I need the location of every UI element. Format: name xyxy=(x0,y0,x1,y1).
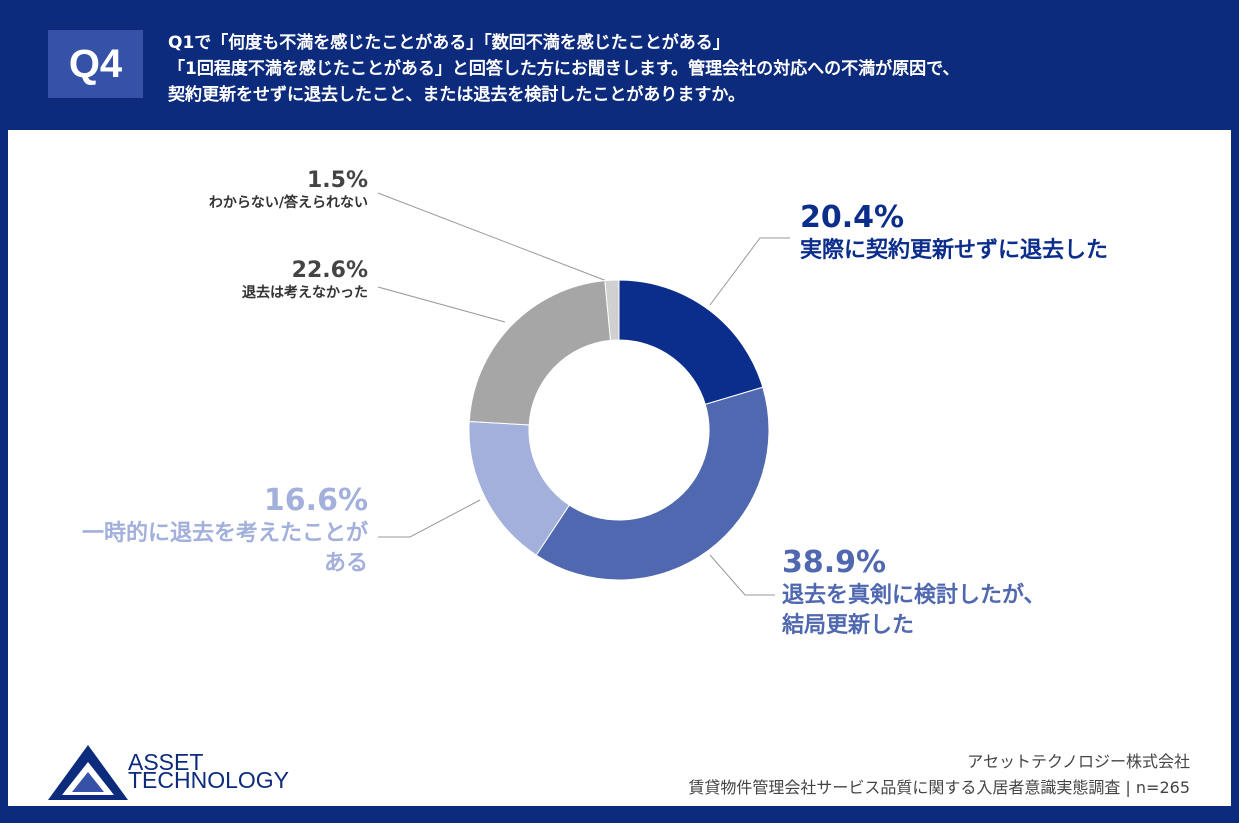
category-label: 一時的に退去を考えたことが ある xyxy=(81,521,368,576)
category-label: 退去を真剣に検討したが、 結局更新した xyxy=(782,583,1046,638)
category-label: わからない/答えられない xyxy=(208,195,368,212)
value-label: 16.6% xyxy=(263,483,368,518)
category-label: 実際に契約更新せずに退去した xyxy=(800,238,1109,263)
logo-text: ASSET xyxy=(128,749,203,775)
leader-lines xyxy=(377,192,790,596)
badge: Q4 xyxy=(48,30,143,98)
slice xyxy=(535,386,770,581)
value-label: 1.5% xyxy=(306,168,368,193)
slice xyxy=(604,279,620,341)
company: アセットテクノロジー株式会社 xyxy=(967,752,1190,771)
value-label: 38.9% xyxy=(782,545,887,580)
panel xyxy=(8,130,1231,806)
slice xyxy=(618,279,764,405)
question-line: 契約更新をせずに退去したこと、または退去を検討したことがありますか。 xyxy=(168,85,745,105)
value-label: 20.4% xyxy=(800,200,905,235)
category-label: 退去は考えなかった xyxy=(242,285,368,302)
value-label: 22.6% xyxy=(291,258,368,283)
question-line: Q1で「何度も不満を感じたことがある」「数回不満を感じたことがある」 xyxy=(168,33,730,53)
slice xyxy=(468,280,612,426)
logo-mark xyxy=(48,745,128,800)
logo-text: TECHNOLOGY xyxy=(128,767,289,793)
survey: 賃貸物件管理会社サービス品質に関する入居者意識実態調査 | n=265 xyxy=(688,778,1190,797)
question-line: 「1回程度不満を感じたことがある」と回答した方にお聞きします。管理会社の対応への… xyxy=(168,59,960,79)
